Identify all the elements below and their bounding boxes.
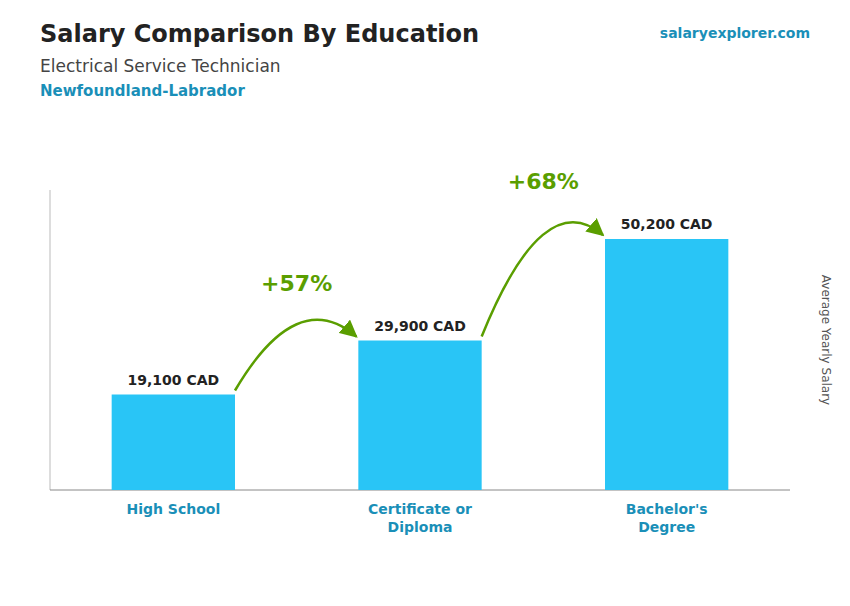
- category-label: Certificate or Diploma: [368, 501, 472, 535]
- arrow: [235, 320, 356, 391]
- category-label-line: Degree: [638, 519, 695, 535]
- subtitle: Newfoundland-Labrador: [40, 82, 245, 100]
- category-label-line: Diploma: [388, 519, 453, 535]
- arrow: [482, 222, 603, 336]
- category-label-line: Certificate or: [368, 501, 472, 517]
- subtitle: Electrical Service Technician: [40, 56, 281, 76]
- data-label: 19,100 CAD: [128, 372, 220, 388]
- category-label: Bachelor's Degree: [626, 501, 708, 535]
- annotation: +57%: [261, 271, 332, 296]
- title: Salary Comparison By Education: [40, 20, 479, 48]
- y-axis-line: [50, 190, 51, 490]
- annotation: +68%: [508, 169, 579, 194]
- category-label-line: Bachelor's: [626, 501, 708, 517]
- chart: Salary Comparison By Education Electrical…: [0, 0, 850, 606]
- data-label: 50,200 CAD: [621, 216, 713, 232]
- category-label: High School: [126, 501, 220, 517]
- bars: [112, 239, 729, 490]
- category-label-line: High School: [126, 501, 220, 517]
- y-axis-label: Average Yearly Salary: [819, 275, 833, 405]
- watermark: salaryexplorer.com: [660, 25, 810, 41]
- bar: [358, 341, 481, 491]
- bar: [605, 239, 728, 490]
- data-label: 29,900 CAD: [374, 318, 466, 334]
- bar: [112, 395, 235, 491]
